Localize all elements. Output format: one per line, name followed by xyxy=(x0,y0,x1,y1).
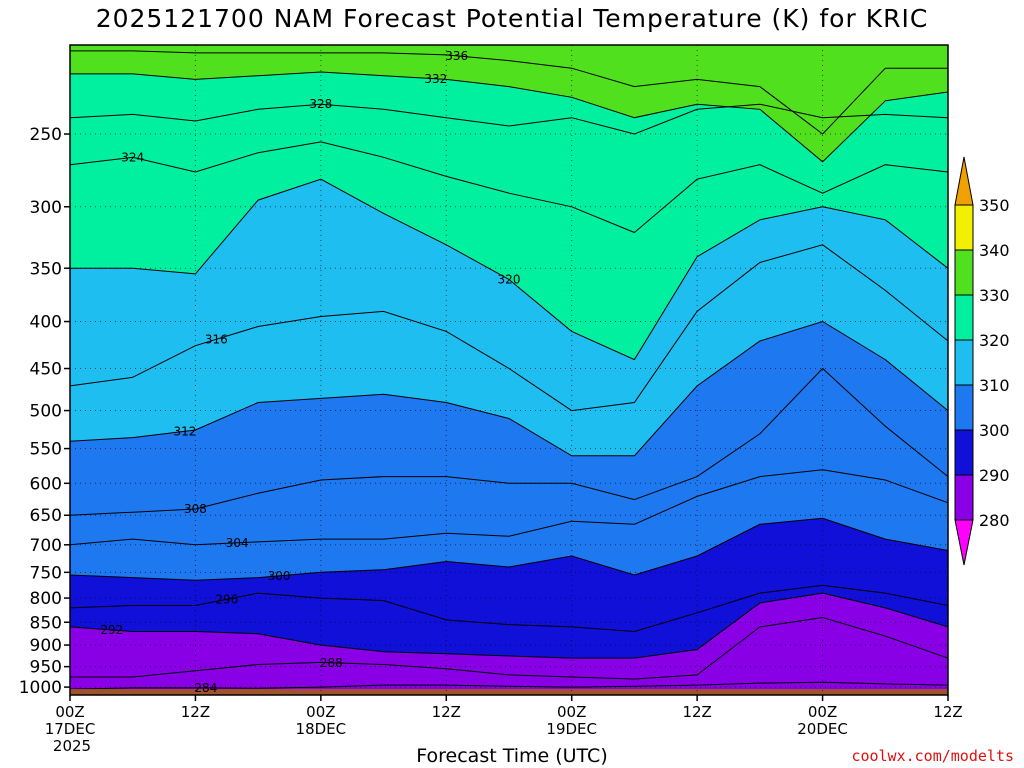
colorbar-tick-280: 280 xyxy=(979,511,1010,530)
x-tick-label-0-0: 00Z xyxy=(55,703,84,721)
isentrope-312 xyxy=(70,320,948,457)
y-tick-label-300: 300 xyxy=(30,198,62,218)
isentrope-label-312: 312 xyxy=(174,424,197,438)
x-tick-label-24-0: 00Z xyxy=(306,703,335,721)
isentrope-336 xyxy=(70,50,948,135)
isentrope-label-308: 308 xyxy=(184,502,207,516)
x-tick-label-0-2: 2025 xyxy=(53,737,91,755)
x-tick-label-12-0: 12Z xyxy=(181,703,210,721)
x-tick-label-60-0: 12Z xyxy=(682,703,711,721)
colorbar-lower-arrow xyxy=(954,519,974,566)
x-tick-label-72-0: 00Z xyxy=(808,703,837,721)
y-tick-label-450: 450 xyxy=(30,360,62,380)
y-tick-label-950: 950 xyxy=(30,658,62,678)
colorbar-tick-310: 310 xyxy=(979,376,1010,395)
y-tick-label-250: 250 xyxy=(30,125,62,145)
colorbar-tick-330: 330 xyxy=(979,286,1010,305)
isentrope-lines xyxy=(70,50,948,690)
colorbar-tick-320: 320 xyxy=(979,331,1010,350)
isentrope-label-332: 332 xyxy=(424,72,447,86)
y-tick-label-550: 550 xyxy=(30,440,62,460)
colorbar-tick-340: 340 xyxy=(979,241,1010,260)
isentrope-label-292: 292 xyxy=(100,623,123,637)
isentrope-labels: 284 288 292 296 300 304 308 312 316 320 324 328 332 3… xyxy=(100,49,520,695)
x-tick-label-72-1: 20DEC xyxy=(797,720,848,738)
isentrope-288 xyxy=(70,616,948,680)
isentrope-label-336: 336 xyxy=(445,49,468,63)
isentrope-label-288: 288 xyxy=(320,656,343,670)
grid-lines xyxy=(70,45,948,695)
colorbar-bin-290 xyxy=(954,429,974,476)
isentrope-label-316: 316 xyxy=(205,332,228,346)
colorbar: 280 290 300 310 320 330 340 350 xyxy=(954,156,1010,566)
colorbar-bin-340 xyxy=(954,204,974,251)
x-tick-label-84-0: 12Z xyxy=(933,703,962,721)
x-tick-label-36-0: 12Z xyxy=(432,703,461,721)
credit-link[interactable]: coolwx.com/modelts xyxy=(851,747,1014,765)
isentrope-label-328: 328 xyxy=(309,97,332,111)
isentrope-300 xyxy=(70,517,948,581)
colorbar-bin-320 xyxy=(954,294,974,341)
colorbar-bin-330 xyxy=(954,249,974,296)
y-tick-label-700: 700 xyxy=(30,536,62,556)
y-tick-label-800: 800 xyxy=(30,589,62,609)
isentrope-296 xyxy=(70,584,948,633)
isentrope-308 xyxy=(70,367,948,516)
isentrope-292 xyxy=(70,592,948,659)
y-tick-label-350: 350 xyxy=(30,259,62,279)
isentrope-324 xyxy=(70,141,948,234)
chart-title: 2025121700 NAM Forecast Potential Temper… xyxy=(95,4,929,33)
isentrope-320 xyxy=(70,178,948,361)
y-tick-label-750: 750 xyxy=(30,563,62,583)
colorbar-bin-280 xyxy=(954,474,974,521)
y-tick-label-600: 600 xyxy=(30,474,62,494)
colorbar-bin-300 xyxy=(954,384,974,431)
isentrope-label-284: 284 xyxy=(194,681,217,695)
y-tick-label-500: 500 xyxy=(30,402,62,422)
plot-frame xyxy=(69,44,949,696)
y-tick-label-900: 900 xyxy=(30,636,62,656)
isentrope-label-320: 320 xyxy=(498,273,521,287)
colorbar-tick-300: 300 xyxy=(979,421,1010,440)
isentrope-316 xyxy=(70,244,948,412)
y-tick-label-400: 400 xyxy=(30,313,62,333)
y-tick-label-1000: 1000 xyxy=(19,678,62,698)
band-above-336 xyxy=(70,45,948,134)
isentrope-332 xyxy=(70,71,948,163)
ground-surface xyxy=(70,689,948,695)
y-tick-label-650: 650 xyxy=(30,506,62,526)
colorbar-tick-290: 290 xyxy=(979,466,1010,485)
x-tick-label-24-1: 18DEC xyxy=(296,720,347,738)
isentrope-label-296: 296 xyxy=(215,592,238,606)
isentrope-304 xyxy=(70,469,948,546)
colorbar-tick-350: 350 xyxy=(979,196,1010,215)
x-axis-label: Forecast Time (UTC) xyxy=(416,745,608,767)
isentrope-label-304: 304 xyxy=(226,536,249,550)
colorbar-bin-310 xyxy=(954,339,974,386)
isentrope-284 xyxy=(70,681,948,690)
isentrope-328 xyxy=(70,103,948,135)
ground-strip xyxy=(70,689,948,695)
isentrope-label-300: 300 xyxy=(268,569,291,583)
potential-temperature-fill xyxy=(70,45,948,695)
x-tick-label-48-1: 19DEC xyxy=(546,720,597,738)
y-tick-label-850: 850 xyxy=(30,613,62,633)
x-tick-label-48-0: 00Z xyxy=(557,703,586,721)
colorbar-upper-arrow xyxy=(954,156,974,206)
x-tick-label-0-1: 17DEC xyxy=(45,720,96,738)
isentrope-label-324: 324 xyxy=(121,150,144,164)
pressure-axis: 250 300 350 400 450 500 550 600 650 700 750 800 850 9… xyxy=(19,125,70,698)
